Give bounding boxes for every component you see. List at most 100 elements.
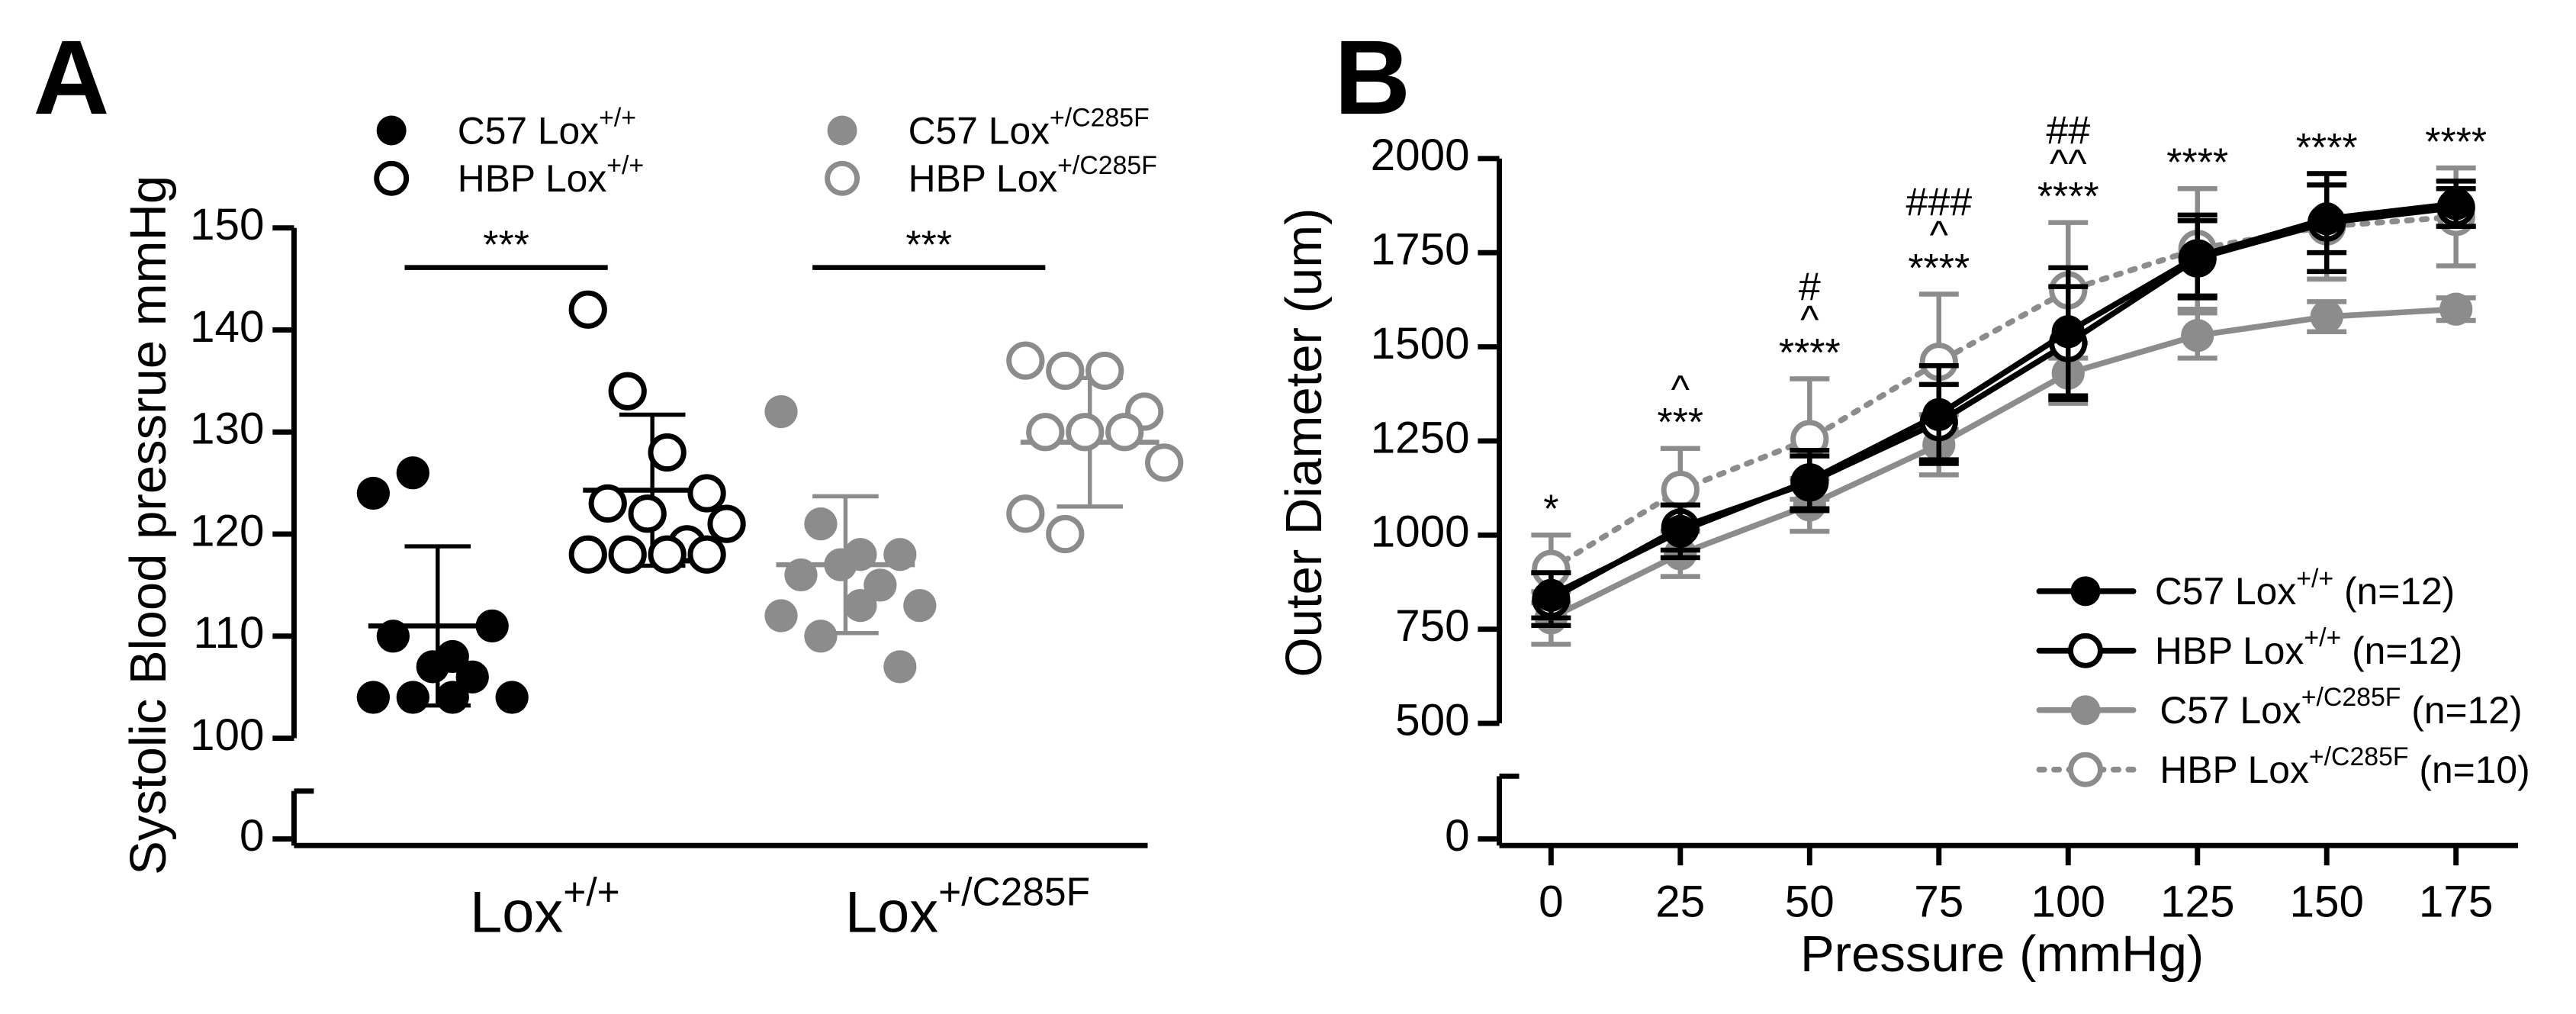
data-point	[1006, 341, 1045, 380]
data-point	[568, 535, 607, 574]
y-tick-label: 130	[190, 404, 265, 454]
legend-label: HBP Lox+/C285F	[909, 151, 1157, 200]
legend-marker	[2070, 576, 2101, 607]
data-point	[2439, 292, 2473, 326]
legend-marker	[374, 160, 410, 196]
data-point	[1046, 514, 1085, 554]
data-point	[764, 394, 798, 429]
legend-label: C57 Lox+/C285F (n=12)	[2160, 683, 2522, 732]
label-superscript: +/+	[599, 103, 636, 132]
legend-label: HBP Lox+/+ (n=12)	[2155, 623, 2463, 672]
x-tick-label: 150	[2289, 877, 2364, 927]
data-point	[2181, 240, 2214, 273]
y-tick-label: 0	[1445, 811, 1470, 861]
legend-marker	[2068, 752, 2103, 787]
data-point	[2181, 319, 2214, 352]
y-tick-label: 120	[190, 506, 265, 555]
data-point	[804, 507, 838, 541]
data-point	[648, 535, 687, 574]
data-point	[648, 433, 687, 472]
data-point	[1085, 351, 1124, 391]
data-point	[608, 372, 647, 410]
label-superscript: +/C285F	[2301, 683, 2401, 712]
label-text: HBP Lox	[2155, 629, 2304, 672]
data-point	[1105, 413, 1144, 452]
data-point	[844, 588, 877, 623]
x-tick-label: 25	[1655, 877, 1705, 927]
data-point	[1793, 464, 1826, 497]
data-point	[1026, 413, 1065, 452]
data-point	[376, 620, 410, 653]
legend-label: C57 Lox+/+ (n=12)	[2155, 564, 2455, 613]
x-tick-label: 175	[2419, 877, 2494, 927]
legend-label: C57 Lox+/C285F	[909, 103, 1150, 152]
label-suffix: (n=12)	[2341, 629, 2462, 672]
significance-label: #	[1799, 265, 1821, 309]
panel-letter: B	[1334, 19, 1410, 137]
data-point	[436, 681, 469, 714]
data-point	[824, 548, 857, 581]
data-point	[863, 568, 897, 602]
label-superscript: +/C285F	[1050, 103, 1150, 132]
x-tick-label: Lox+/C285F	[845, 869, 1090, 945]
panel-letter: A	[33, 19, 109, 137]
significance-label: ^	[1671, 368, 1690, 412]
significance-label: *	[1543, 488, 1558, 532]
data-point	[416, 650, 449, 684]
x-axis-label: Pressure (mmHg)	[1800, 925, 2204, 983]
data-point	[687, 535, 726, 574]
legend-marker	[825, 160, 860, 196]
data-point	[588, 484, 627, 523]
x-tick-label: 0	[1539, 877, 1564, 927]
data-point	[396, 681, 429, 714]
significance-label: ***	[905, 223, 952, 267]
data-point	[903, 588, 937, 623]
legend-marker	[376, 115, 407, 146]
data-point	[687, 474, 726, 513]
x-tick-label: Lox+/+	[470, 869, 620, 945]
data-point	[2310, 202, 2343, 236]
data-point	[764, 599, 798, 633]
data-point	[1145, 443, 1184, 482]
significance-label: ****	[2296, 126, 2358, 170]
label-suffix: (n=12)	[2401, 689, 2522, 732]
data-point	[568, 290, 607, 329]
data-point	[883, 538, 917, 571]
label-superscript: +/+	[606, 151, 644, 180]
data-point	[2439, 187, 2473, 221]
data-point	[2051, 315, 2085, 349]
significance-label: ****	[1908, 246, 1970, 291]
y-tick-label: 750	[1395, 601, 1470, 651]
data-point	[784, 558, 818, 592]
significance-label: ****	[1779, 331, 1841, 375]
significance-label: ##	[2046, 109, 2090, 153]
y-tick-label: 1250	[1371, 413, 1470, 462]
significance-label: ^	[1800, 298, 1819, 343]
data-point	[804, 620, 838, 653]
x-tick-label: 125	[2160, 877, 2235, 927]
legend-label: HBP Lox+/C285F (n=10)	[2160, 742, 2529, 791]
data-point	[1066, 413, 1105, 452]
label-text: Lox	[845, 880, 938, 945]
label-superscript: +/C285F	[2309, 742, 2409, 771]
data-point	[495, 681, 529, 714]
y-tick-label: 140	[190, 302, 265, 352]
data-point	[2310, 300, 2343, 333]
significance-label: ###	[1905, 180, 1972, 224]
data-point	[1922, 398, 1956, 432]
label-superscript: +/C285F	[1057, 151, 1157, 180]
x-tick-label: 100	[2031, 877, 2106, 927]
significance-label: ****	[2166, 141, 2228, 185]
significance-label: ***	[483, 223, 529, 267]
legend-marker	[2070, 695, 2101, 726]
y-tick-label: 110	[193, 608, 264, 658]
x-tick-label: 75	[1914, 877, 1963, 927]
legend-label: C57 Lox+/+	[458, 103, 636, 152]
data-point	[396, 456, 429, 490]
significance-label: ***	[1658, 401, 1704, 445]
label-text: C57 Lox	[458, 109, 599, 152]
data-point	[1046, 351, 1085, 391]
data-point	[628, 494, 667, 533]
y-tick-label: 1500	[1371, 319, 1470, 369]
